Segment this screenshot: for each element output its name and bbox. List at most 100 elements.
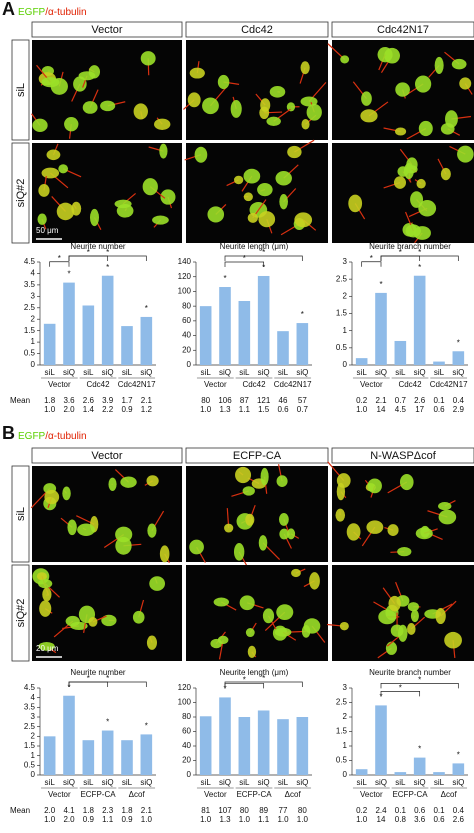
cell-body	[147, 523, 157, 538]
column-header: Cdc42	[241, 24, 273, 36]
bar	[219, 287, 231, 365]
cell-body	[108, 477, 117, 492]
fold-value: 4.5	[395, 405, 407, 414]
column-header: Vector	[91, 450, 123, 462]
column-header-box	[185, 447, 329, 464]
cell-body	[233, 543, 245, 561]
y-tick-label: 1.5	[24, 741, 36, 750]
cell-body	[78, 71, 96, 81]
cell-body	[276, 604, 294, 621]
cell-body	[189, 67, 205, 79]
y-tick-label: 2	[343, 712, 348, 721]
x-tick-label: siQ	[258, 368, 270, 377]
cell-body	[416, 178, 426, 189]
stain-legend: EGFP/α-tubulin	[18, 431, 87, 442]
fold-value: 1.1	[239, 405, 251, 414]
y-tick-label: 80	[182, 301, 191, 310]
x-tick-label: siL	[278, 368, 289, 377]
cell-body	[410, 609, 419, 623]
significance-star: *	[145, 722, 148, 731]
mean-value: 106	[218, 396, 232, 405]
y-tick-label: 3.5	[24, 702, 36, 711]
x-tick-label: siQ	[414, 368, 426, 377]
cell-body	[440, 167, 451, 181]
cell-body	[434, 56, 444, 74]
y-tick-label: 1.5	[336, 309, 348, 318]
bar	[101, 275, 114, 365]
x-tick-label: siL	[434, 368, 445, 377]
fold-value: 1.0	[200, 815, 212, 824]
fold-value: 1.1	[102, 815, 114, 824]
stain-red: /α-tubulin	[45, 7, 86, 18]
significance-star: *	[457, 338, 460, 347]
cell-body	[444, 631, 462, 649]
mean-value: 0.2	[356, 806, 368, 815]
cell-body	[202, 97, 219, 115]
column-header: Cdc42N17	[377, 24, 429, 36]
cell-body	[415, 527, 433, 540]
cell-body	[413, 226, 431, 240]
cell-body	[62, 486, 71, 501]
cell-body	[348, 194, 363, 213]
cell-body	[58, 164, 69, 174]
fold-value: 2.6	[453, 815, 465, 824]
fold-value: 1.0	[200, 405, 212, 414]
cell-body	[390, 624, 404, 637]
mean-label: Mean	[10, 396, 30, 405]
significance-star: *	[145, 304, 148, 313]
significance-star: *	[262, 263, 265, 272]
cell-body	[39, 600, 52, 617]
mean-value: 1.8	[121, 806, 133, 815]
group-label: Cdc42	[398, 380, 422, 389]
fold-value: 1.0	[356, 405, 368, 414]
cell-body	[278, 513, 289, 526]
mean-value: 46	[279, 396, 288, 405]
cell-body	[217, 635, 229, 645]
cell-body	[279, 528, 290, 540]
mean-value: 1.8	[44, 396, 56, 405]
mean-value: 2.1	[141, 396, 153, 405]
scale-bar-label: 50 μm	[36, 226, 59, 235]
y-tick-label: 0	[187, 360, 192, 369]
cell-body	[235, 466, 252, 484]
x-tick-label: siQ	[102, 368, 114, 377]
y-tick-label: 2.5	[336, 698, 348, 707]
cell-body	[187, 92, 201, 108]
group-label: ECFP-CA	[80, 790, 116, 799]
y-tick-label: 0	[31, 770, 36, 779]
chart-title: Neurite number	[70, 668, 125, 677]
cell-body	[50, 77, 68, 95]
y-tick-label: 0.5	[24, 760, 36, 769]
cell-body	[457, 145, 474, 163]
cell-body	[274, 627, 292, 637]
x-tick-label: siL	[395, 778, 406, 787]
bracket-label: *	[106, 248, 109, 257]
bar	[394, 340, 407, 365]
cell-body	[160, 189, 176, 205]
bracket-label: *	[262, 248, 265, 257]
column-header-box	[331, 21, 474, 38]
mean-value: 107	[218, 806, 232, 815]
fold-value: 2.0	[63, 405, 75, 414]
cell-body	[346, 523, 361, 541]
chart-title: Neurite branch number	[369, 668, 451, 677]
cell-body	[213, 597, 230, 607]
micrograph	[32, 143, 182, 243]
cell-body	[257, 183, 273, 197]
y-tick-label: 1	[31, 337, 36, 346]
significance-star: *	[106, 718, 109, 727]
x-tick-label: siQ	[296, 368, 308, 377]
cell-body	[46, 149, 61, 161]
cell-body	[37, 213, 47, 225]
cell-body	[146, 475, 159, 487]
cell-body	[89, 208, 100, 227]
significance-star: *	[67, 683, 70, 692]
bar	[82, 305, 95, 365]
significance-star: *	[379, 693, 382, 702]
cell-body	[366, 520, 384, 534]
x-tick-label: siL	[122, 778, 133, 787]
fold-value: 1.1	[258, 815, 270, 824]
x-tick-label: siQ	[375, 368, 387, 377]
bar	[413, 757, 426, 775]
group-label: Δcof	[285, 790, 302, 799]
